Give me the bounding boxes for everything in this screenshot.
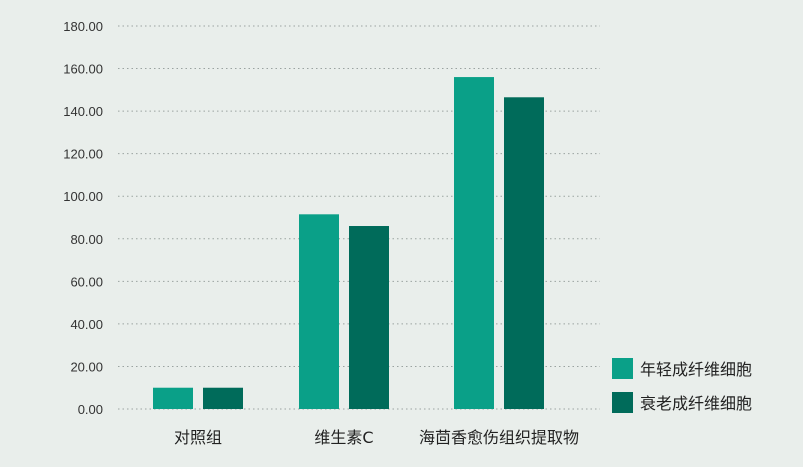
y-tick-label: 100.00: [63, 189, 103, 204]
category-label: 维生素C: [314, 428, 373, 447]
y-tick-label: 140.00: [63, 104, 103, 119]
bar-young-1: [299, 214, 339, 409]
x-axis-categories: 对照组 维生素C 海茴香愈伤组织提取物: [174, 428, 579, 447]
y-tick-label: 20.00: [70, 359, 103, 374]
category-label: 海茴香愈伤组织提取物: [419, 428, 579, 447]
bar-young-0: [153, 387, 193, 409]
y-tick-label: 60.00: [70, 274, 103, 289]
y-tick-label: 120.00: [63, 147, 103, 162]
legend-swatch: [612, 358, 633, 379]
y-tick-label: 40.00: [70, 317, 103, 332]
legend-label: 年轻成纤维细胞: [640, 360, 752, 379]
bar-aged-2: [504, 97, 544, 410]
bar-aged-1: [349, 226, 389, 409]
y-tick-label: 80.00: [70, 232, 103, 247]
legend-swatch: [612, 392, 633, 413]
y-axis-ticks: 0.00 20.00 40.00 60.00 80.00 100.00 120.00 140.…: [63, 19, 103, 417]
bars: [153, 77, 544, 410]
legend-label: 衰老成纤维细胞: [640, 394, 752, 413]
bar-young-2: [454, 77, 494, 410]
y-tick-label: 0.00: [78, 402, 103, 417]
y-tick-label: 180.00: [63, 19, 103, 34]
category-label: 对照组: [174, 428, 222, 447]
y-tick-label: 160.00: [63, 62, 103, 77]
bar-aged-0: [203, 387, 243, 409]
